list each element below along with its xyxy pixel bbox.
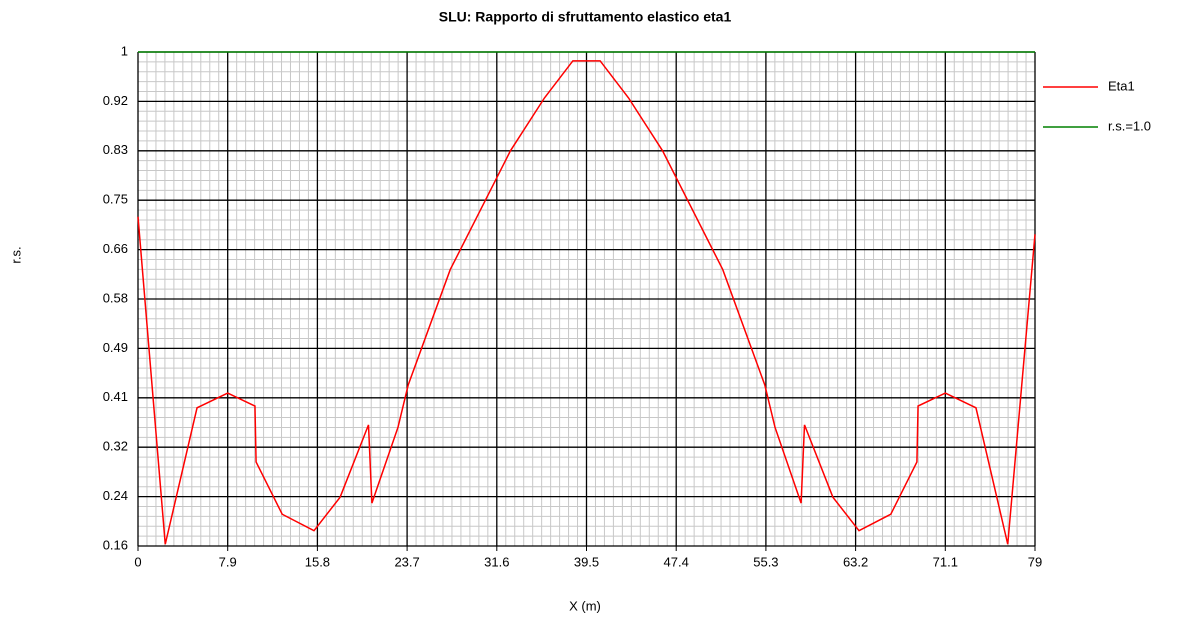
chart-title: SLU: Rapporto di sfruttamento elastico e… [439, 9, 732, 25]
x-tick-label: 79 [1028, 554, 1042, 569]
y-tick-label: 0.49 [103, 340, 128, 355]
x-tick-label: 63.2 [843, 554, 868, 569]
line-series [137, 60, 1036, 545]
legend-label: r.s.=1.0 [1108, 118, 1151, 133]
y-tick-label: 0.16 [103, 537, 128, 552]
x-axis-label: X (m) [569, 598, 601, 613]
y-tick-label: 0.58 [103, 290, 128, 305]
y-tick-label: 0.92 [103, 93, 128, 108]
legend-label: Eta1 [1108, 78, 1135, 93]
y-tick-label: 0.83 [103, 142, 128, 157]
y-tick-label: 0.66 [103, 241, 128, 256]
x-tick-label: 23.7 [394, 554, 419, 569]
x-tick-label: 0 [134, 554, 141, 569]
x-tick-label: 7.9 [219, 554, 237, 569]
y-tick-label: 0.41 [103, 389, 128, 404]
x-tick-label: 71.1 [933, 554, 958, 569]
y-axis-label: r.s. [8, 246, 23, 263]
y-tick-label: 1 [121, 43, 128, 58]
x-tick-label: 47.4 [664, 554, 689, 569]
y-tick-label: 0.24 [103, 488, 128, 503]
x-tick-label: 31.6 [484, 554, 509, 569]
y-tick-label: 0.75 [103, 192, 128, 207]
x-tick-label: 55.3 [753, 554, 778, 569]
x-tick-label: 15.8 [305, 554, 330, 569]
x-tick-label: 39.5 [574, 554, 599, 569]
y-tick-label: 0.32 [103, 439, 128, 454]
